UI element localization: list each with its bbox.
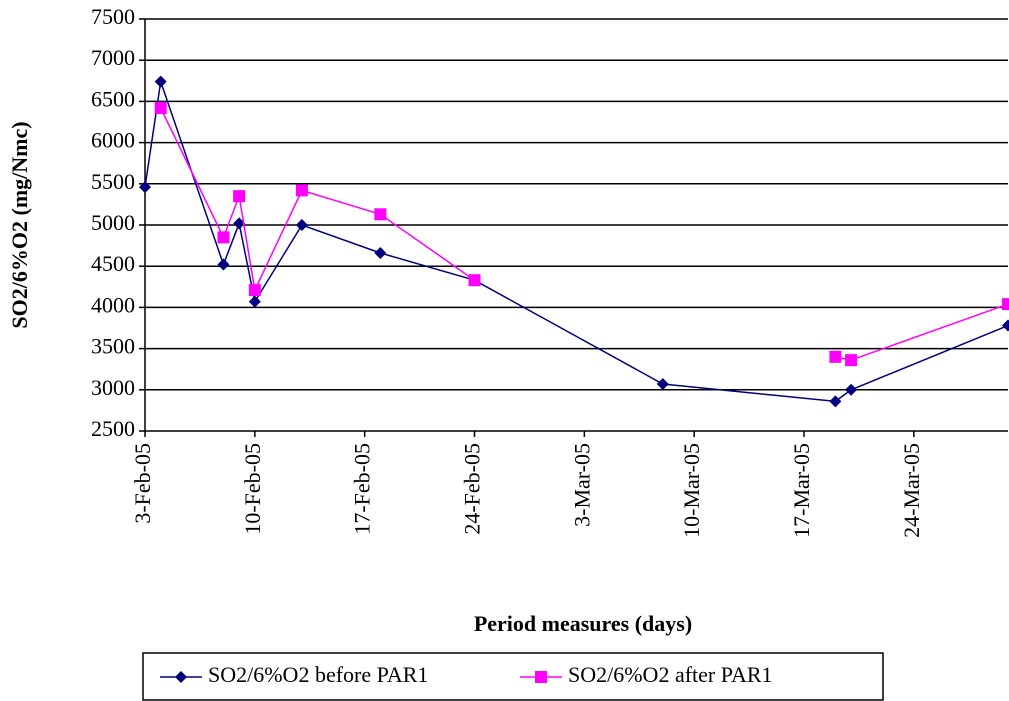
x-tick-label: 17-Mar-05 — [789, 443, 814, 538]
y-tick-label: 3500 — [91, 334, 135, 359]
y-tick-label: 4500 — [91, 251, 135, 276]
legend-marker — [535, 671, 547, 683]
x-tick-label: 10-Mar-05 — [679, 443, 704, 538]
x-tick-label: 3-Mar-05 — [569, 443, 594, 527]
x-tick-label: 24-Mar-05 — [899, 443, 924, 538]
series-line — [144, 81, 1009, 403]
x-tick-label: 3-Feb-05 — [130, 443, 155, 524]
marker — [656, 378, 669, 391]
marker — [1002, 298, 1009, 311]
y-tick-label: 6000 — [91, 128, 135, 153]
x-tick-label: 17-Feb-05 — [350, 443, 375, 535]
marker — [217, 231, 230, 244]
x-axis-title: Period measures (days) — [474, 611, 692, 636]
marker — [845, 354, 858, 367]
y-tick-label: 5000 — [91, 210, 135, 235]
series-line — [160, 107, 1009, 361]
marker — [374, 208, 387, 221]
legend-label: SO2/6%O2 before PAR1 — [208, 662, 428, 687]
marker — [1002, 319, 1009, 332]
y-tick-label: 3000 — [91, 375, 135, 400]
marker — [829, 350, 842, 363]
x-tick-label: 10-Feb-05 — [240, 443, 265, 535]
marker — [154, 101, 167, 114]
y-tick-label: 7000 — [91, 45, 135, 70]
marker — [295, 219, 308, 231]
marker — [248, 295, 261, 308]
marker — [139, 181, 151, 194]
marker — [468, 274, 481, 287]
y-tick-label: 2500 — [91, 416, 135, 441]
marker — [233, 217, 246, 230]
y-axis-title: SO2/6%O2 (mg/Nmc) — [7, 121, 32, 328]
marker — [829, 395, 842, 408]
y-tick-label: 7500 — [91, 4, 135, 29]
legend — [142, 652, 884, 701]
y-tick-label: 5500 — [91, 169, 135, 194]
legend-label: SO2/6%O2 after PAR1 — [568, 662, 773, 687]
marker — [154, 75, 167, 88]
legend-marker — [175, 671, 187, 683]
x-tick-label: 24-Feb-05 — [460, 443, 485, 535]
marker — [233, 190, 246, 203]
marker — [248, 284, 261, 297]
marker — [295, 184, 308, 197]
marker — [374, 247, 387, 260]
y-tick-label: 4000 — [91, 292, 135, 317]
marker — [845, 383, 858, 396]
marker — [217, 258, 230, 271]
y-tick-label: 6500 — [91, 86, 135, 111]
